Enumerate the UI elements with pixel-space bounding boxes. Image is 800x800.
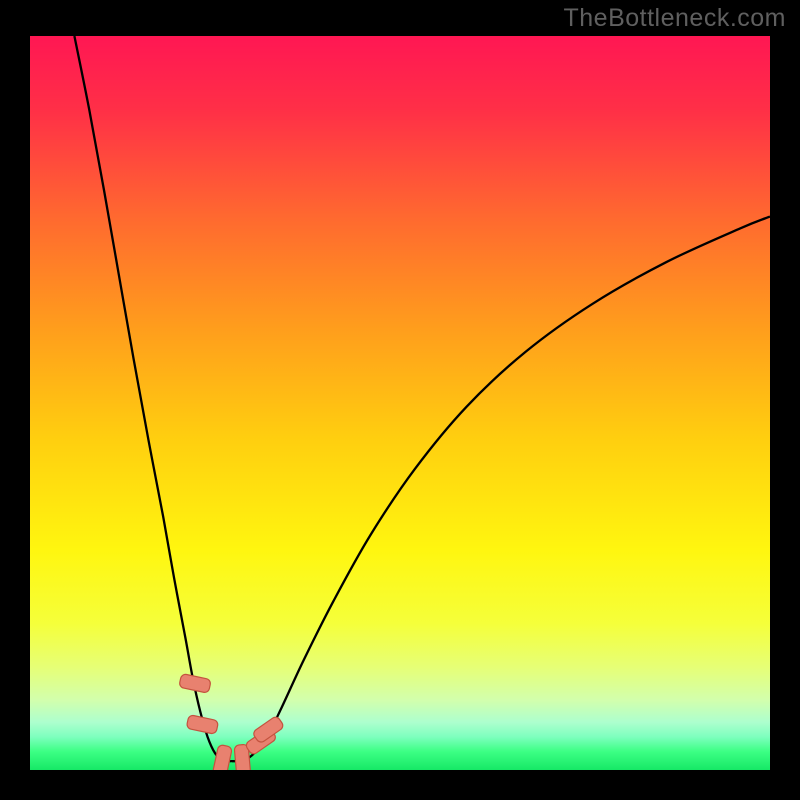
plot-frame	[30, 36, 770, 770]
marker-2	[212, 744, 232, 770]
curves-group	[74, 36, 770, 761]
curve-left	[74, 36, 229, 761]
chart-svg	[30, 36, 770, 770]
watermark-text: TheBottleneck.com	[564, 4, 787, 33]
marker-0	[179, 673, 211, 693]
marker-1	[186, 715, 218, 735]
curve-right	[230, 217, 770, 762]
markers-group	[179, 673, 285, 770]
canvas: TheBottleneck.com	[0, 0, 800, 800]
